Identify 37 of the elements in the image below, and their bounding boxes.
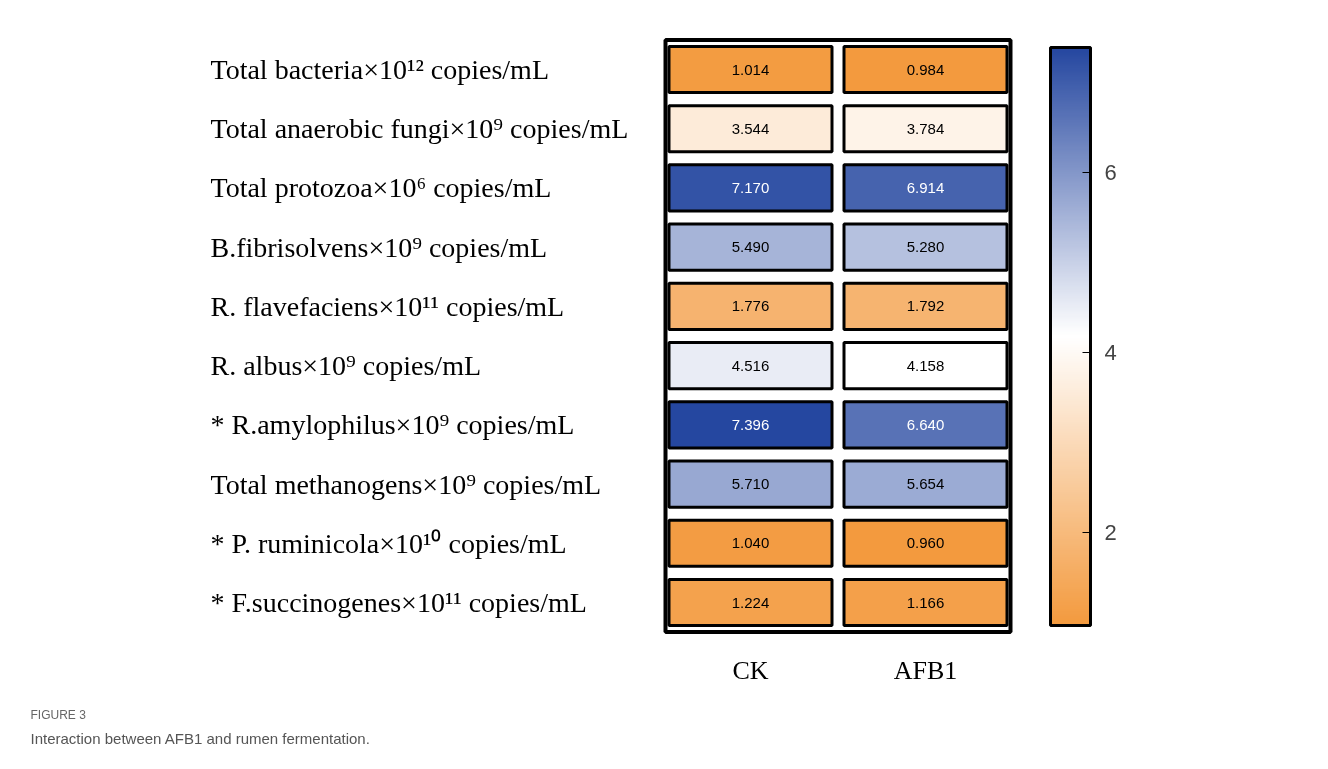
y-tick-label: Total anaerobic fungi×10⁹ copies/mL (210, 113, 629, 145)
data-label: 1.792 (906, 297, 945, 315)
data-label: 1.040 (731, 534, 770, 552)
y-tick-label: Total methanogens×10⁹ copies/mL (210, 468, 602, 500)
y-tick-label: * F.succinogenes×10¹¹ copies/mL (210, 587, 587, 618)
data-label: 1.166 (906, 593, 945, 611)
data-label: 6.914 (906, 178, 945, 196)
data-label: 5.280 (906, 238, 945, 256)
data-label: 1.224 (731, 593, 770, 611)
data-label: 1.776 (731, 297, 770, 315)
data-label: 5.490 (731, 238, 770, 256)
data-label: 4.516 (731, 356, 770, 374)
y-tick-label: R. albus×10⁹ copies/mL (210, 350, 482, 382)
text: Interaction between AFB1 and rumen fermentation. (30, 730, 370, 747)
text: FIGURE 3 (30, 707, 87, 722)
y-tick-label: B.fibrisolvens×10⁹ copies/mL (210, 231, 548, 263)
x-tick-label: AFB1 (893, 656, 958, 685)
data-label: 5.710 (731, 475, 770, 493)
y-tick-label: * R.amylophilus×10⁹ copies/mL (210, 409, 575, 441)
color-bar-label: 6 (1104, 160, 1117, 186)
y-tick-label: Total protozoa×10⁶ copies/mL (210, 172, 552, 204)
y-tick-label: R. flavefaciens×10¹¹ copies/mL (210, 290, 565, 322)
data-label: 4.158 (906, 356, 945, 374)
data-label: 6.640 (906, 415, 945, 433)
data-label: 5.654 (906, 475, 945, 493)
y-tick-label: * P. ruminicola×10¹⁰ copies/mL (210, 527, 567, 559)
x-tick-label: CK (732, 656, 769, 685)
data-label: 0.960 (906, 534, 945, 552)
data-label: 0.984 (906, 60, 945, 78)
data-label: 3.544 (731, 119, 770, 137)
data-label: 3.784 (906, 119, 945, 137)
y-tick-label: Total bacteria×10¹² copies/mL (210, 54, 550, 85)
color-bar-label: 4 (1104, 339, 1117, 365)
data-label: 7.396 (731, 415, 770, 433)
data-label: 7.170 (731, 178, 770, 196)
data-label: 1.014 (731, 60, 770, 78)
color-bar-label: 2 (1104, 519, 1117, 545)
